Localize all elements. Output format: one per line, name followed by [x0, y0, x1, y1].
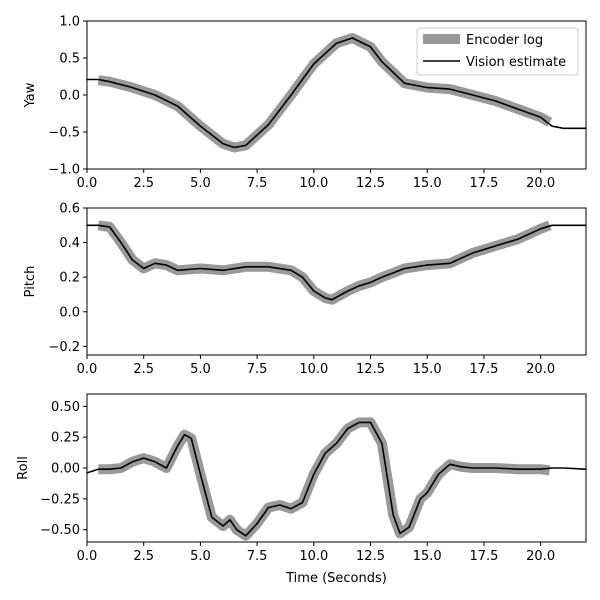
- yaw-x-tick-label: 12.5: [356, 176, 385, 191]
- yaw-series-vision-estimate-line: [86, 37, 587, 149]
- yaw-x-tick-label: 5.0: [190, 176, 211, 191]
- yaw-y-tick-label: 0.0: [59, 89, 80, 104]
- yaw-y-tick-label: 1.0: [59, 15, 80, 30]
- pitch-x-tick-label: 15.0: [413, 362, 442, 377]
- roll-x-tick-label: 17.5: [469, 549, 498, 564]
- subplot-yaw: 0.0 2.5 5.0 7.5 10.0 12.5 15.0 17.5 20.0 −1.0 −0.5…: [23, 15, 587, 191]
- roll-series-vision-estimate-line: [86, 421, 587, 537]
- legend-encoder-log-label: Encoder log: [466, 33, 543, 48]
- pitch-y-tick-label: 0.2: [59, 271, 80, 286]
- roll-x-tick-label: 12.5: [356, 549, 385, 564]
- pitch-x-tick-label: 2.5: [133, 362, 154, 377]
- yaw-y-tick-label: 0.5: [59, 52, 80, 67]
- roll-x-tick-label: 0.0: [77, 549, 98, 564]
- pitch-x-tick-label: 17.5: [469, 362, 498, 377]
- pitch-y-axis-label: Pitch: [23, 266, 38, 298]
- roll-x-tick-label: 2.5: [133, 549, 154, 564]
- pitch-x-tick-label: 20.0: [526, 362, 555, 377]
- pitch-x-tick-label: 7.5: [247, 362, 268, 377]
- roll-y-tick-label: 0.00: [51, 462, 80, 477]
- yaw-x-tick-label: 2.5: [133, 176, 154, 191]
- roll-x-tick-label: 10.0: [299, 549, 328, 564]
- roll-y-tick-label: −0.25: [40, 492, 80, 507]
- roll-x-tick-label: 5.0: [190, 549, 211, 564]
- pitch-axes-frame: [86, 207, 587, 356]
- yaw-x-tick-label: 17.5: [469, 176, 498, 191]
- legend: Encoder log Vision estimate: [416, 27, 579, 76]
- pitch-x-tick-label: 12.5: [356, 362, 385, 377]
- pitch-x-tick-label: 5.0: [190, 362, 211, 377]
- pitch-y-tick-label: −0.2: [48, 340, 80, 355]
- roll-y-tick-label: −0.50: [40, 523, 80, 538]
- pitch-series-encoder-log-line: [97, 220, 552, 305]
- roll-y-tick-label: 0.50: [51, 400, 80, 415]
- yaw-x-tick-label: 0.0: [77, 176, 98, 191]
- pitch-y-tick-label: 0.4: [59, 236, 80, 251]
- roll-x-tick-label: 20.0: [526, 549, 555, 564]
- yaw-y-tick-label: −1.0: [48, 163, 80, 178]
- legend-vision-estimate-label: Vision estimate: [466, 55, 566, 70]
- yaw-x-tick-label: 10.0: [299, 176, 328, 191]
- pitch-series-vision-estimate-line: [86, 224, 587, 301]
- roll-x-axis-label: Time (Seconds): [285, 571, 387, 586]
- subplot-roll: 0.0 2.5 5.0 7.5 10.0 12.5 15.0 17.5 20.0 −0.50 −0.…: [16, 393, 587, 586]
- pitch-x-tick-label: 0.0: [77, 362, 98, 377]
- roll-y-tick-label: 0.25: [51, 431, 80, 446]
- pitch-y-tick-label: 0.0: [59, 305, 80, 320]
- yaw-y-axis-label: Yaw: [23, 82, 38, 108]
- yaw-y-tick-label: −0.5: [48, 126, 80, 141]
- yaw-x-tick-label: 15.0: [413, 176, 442, 191]
- roll-x-tick-label: 7.5: [247, 549, 268, 564]
- yaw-x-tick-label: 7.5: [247, 176, 268, 191]
- roll-series-encoder-log-line: [98, 417, 551, 541]
- yaw-x-tick-label: 20.0: [526, 176, 555, 191]
- roll-y-axis-label: Roll: [16, 456, 31, 480]
- pitch-y-tick-label: 0.6: [59, 202, 80, 217]
- roll-x-tick-label: 15.0: [413, 549, 442, 564]
- pitch-x-tick-label: 10.0: [299, 362, 328, 377]
- subplot-pitch: 0.0 2.5 5.0 7.5 10.0 12.5 15.0 17.5 20.0 −0.2 0.0 0…: [23, 202, 587, 377]
